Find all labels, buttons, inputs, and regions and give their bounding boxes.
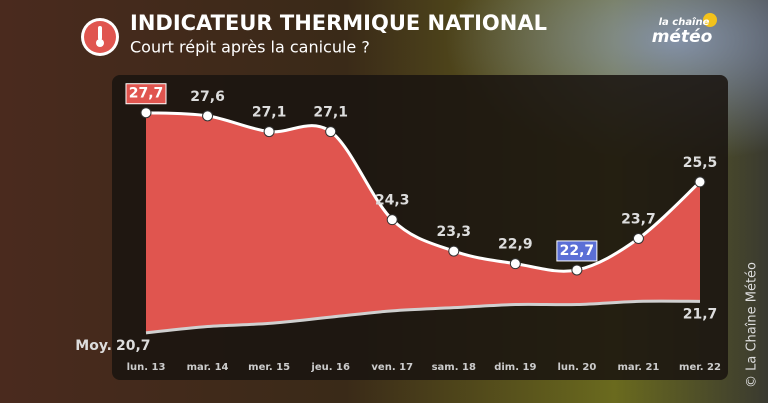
label-box <box>125 83 167 105</box>
point <box>694 176 706 188</box>
logo-bottom: météo <box>652 27 713 47</box>
data-label: 21,7 <box>683 306 718 322</box>
data-label: 22,9 <box>498 237 533 253</box>
data-label: 22,7 <box>560 243 595 259</box>
point <box>140 107 152 119</box>
point <box>632 233 644 245</box>
label-box <box>556 240 598 262</box>
x-tick-label: mar. 14 <box>187 362 229 373</box>
credit: © La Chaîne Météo <box>745 262 760 388</box>
chart-title: INDICATEUR THERMIQUE NATIONAL <box>130 11 547 35</box>
data-label: 23,7 <box>621 212 656 228</box>
data-label: 27,1 <box>252 105 287 121</box>
data-label: 24,3 <box>375 193 410 209</box>
x-tick-label: lun. 20 <box>557 362 596 373</box>
data-label: 27,7 <box>129 86 164 102</box>
x-tick-label: mer. 22 <box>679 362 721 373</box>
chart-subtitle: Court répit après la canicule ? <box>130 38 370 57</box>
area-fill <box>146 112 700 333</box>
x-tick-label: mar. 21 <box>618 362 660 373</box>
thermo-icon-stem <box>98 26 102 40</box>
data-label: 23,3 <box>437 224 472 240</box>
logo-top: la chaîne <box>659 16 710 28</box>
x-tick-label: dim. 19 <box>494 362 536 373</box>
series-name: Moy. <box>75 338 112 354</box>
point <box>325 126 337 138</box>
data-label: 27,1 <box>313 105 348 121</box>
x-tick-label: mer. 15 <box>248 362 290 373</box>
data-label: 27,6 <box>190 89 225 105</box>
average-line <box>145 299 701 335</box>
point <box>571 264 583 276</box>
point <box>386 214 398 226</box>
data-label: 20,7 <box>116 338 151 354</box>
point <box>263 126 275 138</box>
data-label: 25,5 <box>683 155 718 171</box>
point <box>202 110 214 122</box>
x-tick-label: ven. 17 <box>371 362 413 373</box>
x-tick-label: jeu. 16 <box>310 362 350 373</box>
thermo-icon-bulb <box>96 39 104 47</box>
x-tick-label: lun. 13 <box>127 362 166 373</box>
point <box>448 245 460 257</box>
x-tick-label: sam. 18 <box>432 362 476 373</box>
temperature-line <box>145 111 702 273</box>
point <box>509 258 521 270</box>
logo-sun <box>703 13 717 27</box>
